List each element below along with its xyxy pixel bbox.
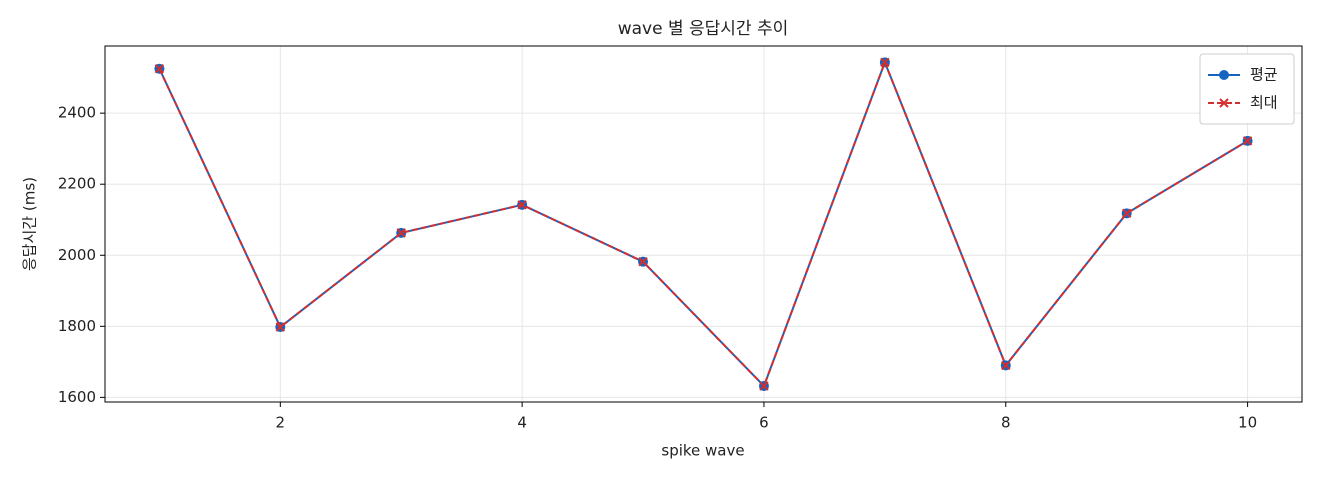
point [1121,208,1132,219]
x-tick-label: 2 [276,414,286,432]
legend-marker [1219,98,1229,108]
point [759,381,769,391]
y-axis-label: 응답시간 (ms) [21,177,39,271]
point [154,64,165,74]
legend-marker [1219,70,1229,80]
y-tick-label: 1800 [58,317,96,335]
series-line [158,59,1249,388]
y-tick-label: 2400 [58,104,96,122]
point [517,200,527,210]
point [638,256,648,267]
point [1001,360,1011,371]
point [275,322,286,332]
point [396,228,406,238]
y-tick-label: 2200 [58,175,96,193]
point [1242,136,1253,146]
series-line [158,59,1249,388]
x-tick-label: 10 [1238,414,1257,432]
point [880,57,890,68]
x-tick-label: 6 [759,414,769,432]
x-tick-label: 8 [1001,414,1011,432]
x-axis-label: spike wave [661,442,744,460]
legend-label: 평균 [1250,66,1278,84]
y-tick-label: 2000 [58,246,96,264]
chart-title: wave 별 응답시간 추이 [618,19,789,39]
x-tick-label: 4 [517,414,527,432]
plot-frame [104,45,1303,403]
legend-label: 최대 [1250,94,1278,112]
y-tick-label: 1600 [58,388,96,406]
legend-box [1199,53,1295,125]
